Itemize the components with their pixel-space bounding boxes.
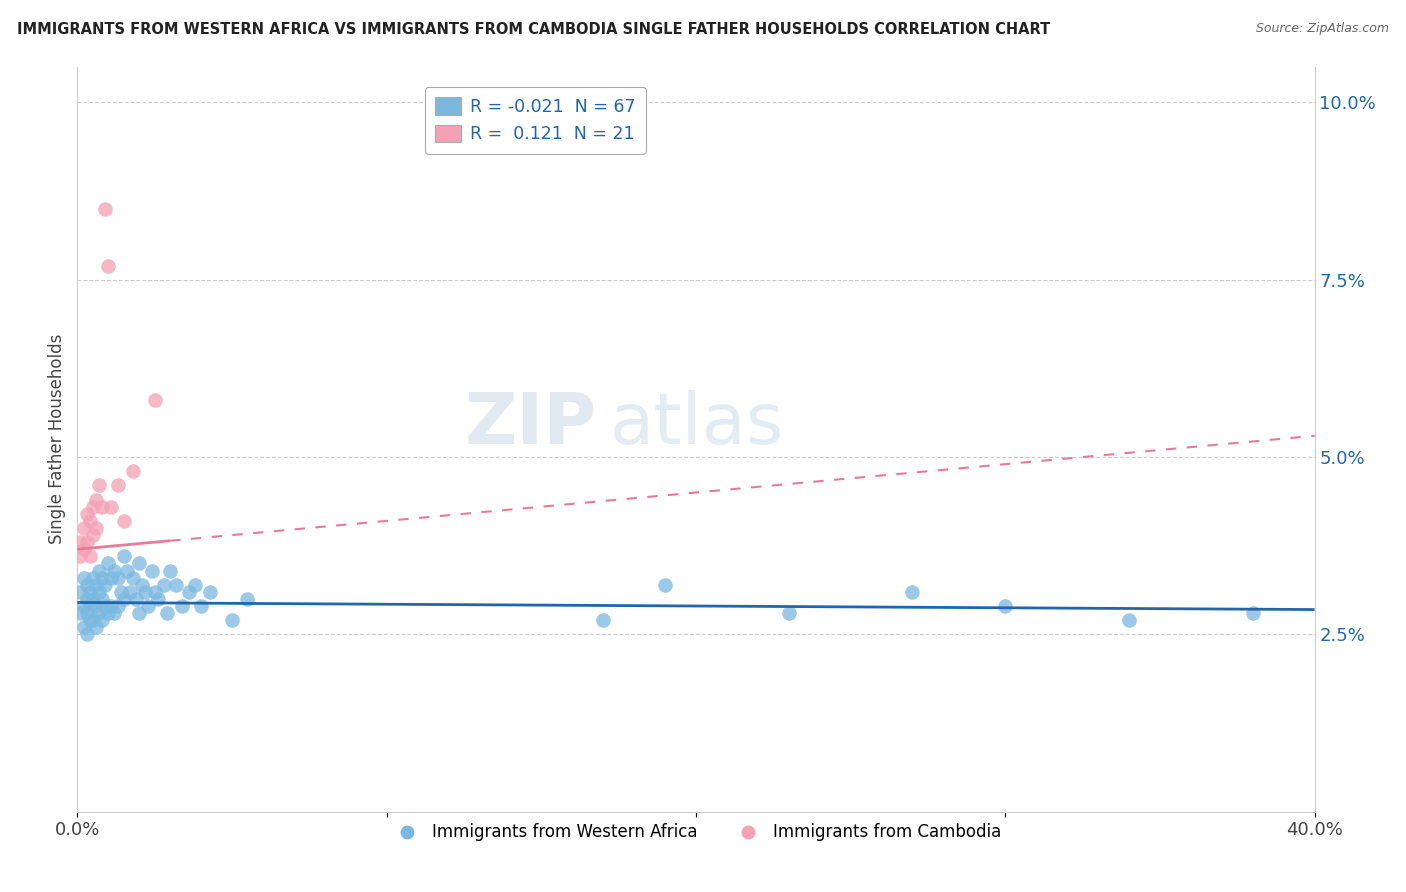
Point — [97, 606, 120, 620]
Y-axis label: Single Father Households: Single Father Households — [48, 334, 66, 544]
Point — [76, 627, 98, 641]
Point — [100, 500, 122, 514]
Point — [69, 535, 91, 549]
Point — [112, 514, 135, 528]
Text: IMMIGRANTS FROM WESTERN AFRICA VS IMMIGRANTS FROM CAMBODIA SINGLE FATHER HOUSEHO: IMMIGRANTS FROM WESTERN AFRICA VS IMMIGR… — [17, 22, 1050, 37]
Point — [87, 564, 110, 578]
Point — [72, 620, 94, 634]
Point — [87, 606, 110, 620]
Text: Source: ZipAtlas.com: Source: ZipAtlas.com — [1256, 22, 1389, 36]
Point — [153, 578, 176, 592]
Point — [115, 564, 138, 578]
Point — [200, 584, 222, 599]
Point — [69, 549, 91, 564]
Point — [221, 613, 243, 627]
Point — [97, 557, 120, 571]
Point — [110, 584, 132, 599]
Point — [146, 591, 169, 606]
Point — [107, 478, 129, 492]
Point — [79, 549, 101, 564]
Point — [72, 521, 94, 535]
Point — [143, 584, 166, 599]
Point — [901, 584, 924, 599]
Point — [994, 599, 1017, 613]
Point — [91, 571, 114, 585]
Point — [82, 500, 104, 514]
Point — [82, 613, 104, 627]
Point — [72, 571, 94, 585]
Point — [184, 578, 207, 592]
Point — [107, 571, 129, 585]
Point — [79, 584, 101, 599]
Point — [79, 514, 101, 528]
Point — [778, 606, 800, 620]
Point — [84, 521, 107, 535]
Point — [1118, 613, 1140, 627]
Point — [1241, 606, 1264, 620]
Point — [72, 599, 94, 613]
Text: atlas: atlas — [609, 390, 783, 458]
Point — [128, 606, 150, 620]
Point — [134, 584, 156, 599]
Point — [112, 549, 135, 564]
Point — [141, 564, 163, 578]
Point — [82, 528, 104, 542]
Point — [100, 599, 122, 613]
Point — [125, 591, 148, 606]
Point — [190, 599, 212, 613]
Point — [76, 578, 98, 592]
Text: ZIP: ZIP — [465, 390, 598, 458]
Point — [82, 571, 104, 585]
Point — [592, 613, 614, 627]
Point — [84, 599, 107, 613]
Point — [122, 571, 145, 585]
Point — [94, 578, 117, 592]
Point — [159, 564, 181, 578]
Point — [236, 591, 259, 606]
Point — [143, 393, 166, 408]
Point — [128, 557, 150, 571]
Point — [79, 613, 101, 627]
Point — [107, 599, 129, 613]
Point — [94, 599, 117, 613]
Point — [97, 259, 120, 273]
Point — [177, 584, 200, 599]
Point — [69, 606, 91, 620]
Point — [122, 464, 145, 478]
Point — [76, 507, 98, 521]
Point — [79, 599, 101, 613]
Point — [103, 606, 125, 620]
Legend: Immigrants from Western Africa, Immigrants from Cambodia: Immigrants from Western Africa, Immigran… — [384, 817, 1008, 848]
Point — [84, 620, 107, 634]
Point — [118, 584, 141, 599]
Point — [103, 564, 125, 578]
Point — [131, 578, 153, 592]
Point — [72, 542, 94, 557]
Point — [156, 606, 179, 620]
Point — [87, 584, 110, 599]
Point — [91, 500, 114, 514]
Point — [100, 571, 122, 585]
Point — [91, 613, 114, 627]
Point — [82, 591, 104, 606]
Point — [94, 202, 117, 216]
Point — [112, 591, 135, 606]
Point — [91, 591, 114, 606]
Point — [76, 535, 98, 549]
Point — [138, 599, 160, 613]
Point — [172, 599, 194, 613]
Point — [76, 591, 98, 606]
Point — [76, 606, 98, 620]
Point — [84, 492, 107, 507]
Point — [654, 578, 676, 592]
Point — [165, 578, 187, 592]
Point — [69, 584, 91, 599]
Point — [87, 478, 110, 492]
Point — [84, 578, 107, 592]
